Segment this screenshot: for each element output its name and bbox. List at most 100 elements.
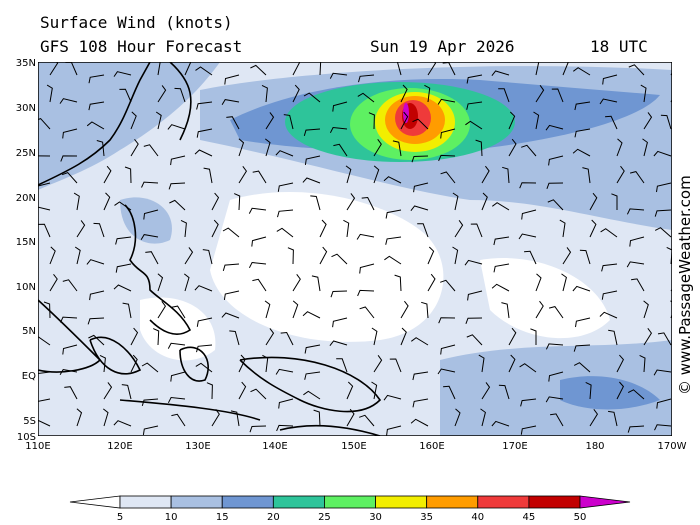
barb (121, 384, 132, 400)
barb (96, 140, 105, 157)
barb (62, 279, 78, 292)
lon-label: 130E (185, 441, 210, 452)
barb (302, 177, 321, 184)
barb (373, 139, 382, 157)
barb (616, 381, 625, 400)
barb (521, 144, 537, 157)
barb (389, 358, 402, 373)
barb (574, 128, 591, 138)
barb (359, 306, 375, 319)
barb (202, 249, 213, 265)
barb (548, 371, 564, 382)
barb (498, 88, 510, 103)
barb (373, 355, 383, 373)
barb (371, 381, 378, 400)
barb (410, 418, 429, 427)
barb (508, 327, 517, 346)
barb (292, 274, 301, 292)
lon-label: 150E (341, 441, 366, 452)
barb (546, 182, 564, 189)
lat-label: 20N (16, 193, 36, 204)
barb (481, 192, 488, 211)
barb (411, 155, 429, 163)
barb (277, 182, 294, 192)
lat-label: 10S (17, 432, 36, 443)
barb (265, 328, 275, 346)
barb (157, 85, 167, 103)
barb (491, 283, 510, 292)
barb (653, 369, 672, 376)
barb (599, 98, 618, 105)
barb (103, 165, 112, 184)
barb (589, 219, 597, 238)
barb (417, 223, 429, 238)
barb (113, 71, 132, 77)
barb (400, 327, 407, 346)
barb (62, 128, 78, 139)
barb (480, 408, 486, 427)
barb (524, 250, 537, 265)
barb (211, 192, 220, 211)
barb (234, 193, 241, 211)
barb (283, 114, 294, 130)
barb (180, 219, 187, 238)
barb (368, 112, 375, 130)
barb (535, 62, 540, 76)
barb (252, 170, 267, 184)
lat-label: 25N (16, 148, 36, 159)
colorbar-label: 20 (267, 512, 280, 523)
barb (656, 398, 672, 409)
colorbar-segment (477, 495, 530, 509)
barb (142, 425, 159, 435)
lon-label: 160E (419, 441, 444, 452)
barb (627, 425, 645, 433)
barb (559, 219, 566, 238)
barb (660, 114, 672, 130)
barb (38, 398, 51, 402)
barb (427, 273, 436, 292)
barb (400, 111, 409, 130)
barb (229, 330, 240, 346)
lon-label: 170E (502, 441, 527, 452)
barb (545, 396, 564, 403)
barb (265, 112, 275, 130)
colorbar-segment (272, 495, 325, 509)
barb (275, 150, 294, 157)
barb (373, 165, 380, 184)
barb (303, 92, 321, 103)
barb (639, 354, 646, 373)
barb (519, 182, 537, 189)
barb (303, 390, 321, 400)
colorbar-label: 40 (471, 512, 484, 523)
barb (174, 87, 186, 103)
colorbar-label: 5 (117, 512, 123, 523)
barb (304, 155, 321, 165)
barb (292, 300, 299, 319)
barb (427, 246, 435, 265)
colorbar-segment (119, 495, 172, 509)
colorbar-label: 45 (523, 512, 536, 523)
barb (579, 249, 591, 265)
barb (59, 98, 78, 104)
barb (93, 222, 105, 238)
barb (437, 98, 456, 105)
barb (38, 223, 51, 238)
barb (87, 317, 105, 325)
barb (261, 84, 268, 103)
barb (43, 301, 51, 319)
barb (304, 371, 321, 380)
barb (73, 192, 80, 211)
barb (535, 273, 542, 292)
barb (169, 199, 186, 211)
barb (466, 334, 483, 346)
barb (59, 369, 78, 375)
barb (643, 300, 649, 319)
barb (74, 246, 81, 265)
barb (572, 148, 591, 157)
barb (203, 167, 213, 184)
barb (385, 209, 402, 219)
barb (481, 382, 491, 400)
barb (238, 138, 245, 157)
barb (86, 121, 105, 130)
